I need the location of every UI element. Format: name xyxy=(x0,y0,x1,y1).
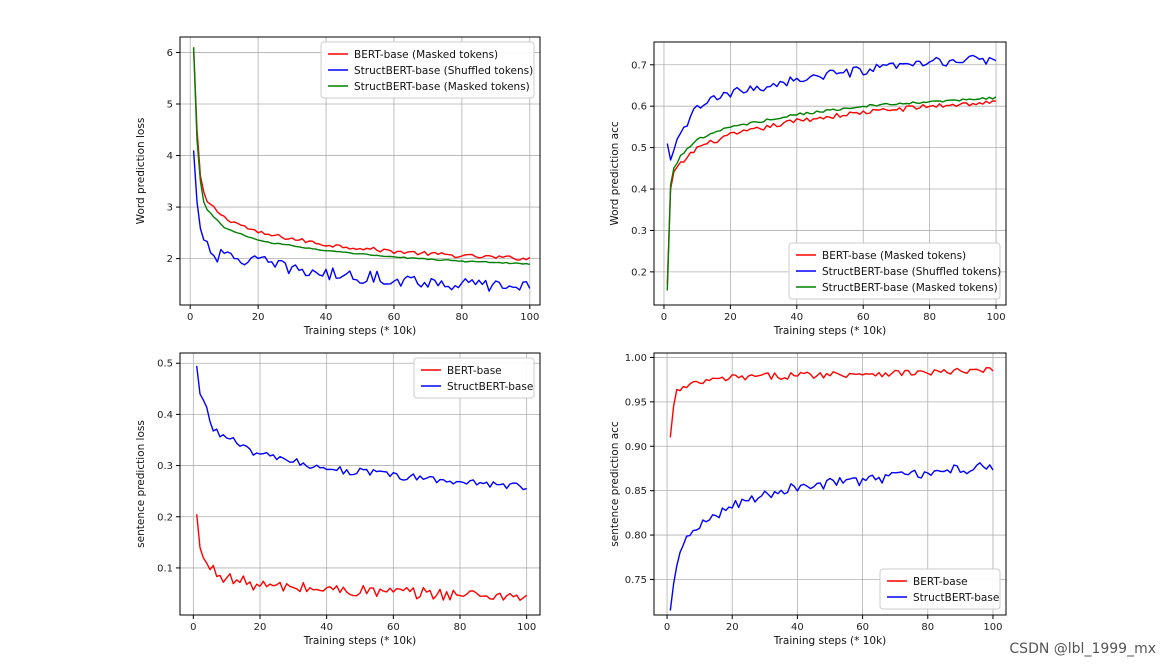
legend-box xyxy=(320,41,535,99)
chart-word-acc: 0 20 40 60 80 100 0.2 0.3 0.4 0.5 0.6 0.7 Training s… xyxy=(609,41,1007,337)
series-line-2 xyxy=(192,150,531,292)
legend: BERT-base StructBERT-base xyxy=(879,568,1001,610)
x-tick-label: 40 xyxy=(320,622,333,633)
legend-label: StructBERT-base (Shuffled tokens) xyxy=(822,266,1001,278)
y-tick-label: 5 xyxy=(167,100,173,111)
x-tick-label: 80 xyxy=(921,622,934,633)
legend-box xyxy=(879,568,1001,610)
y-axis-label: sentence prediction loss xyxy=(135,420,147,548)
y-tick-label: 3 xyxy=(167,203,173,214)
legend-box xyxy=(413,357,535,399)
legend-label: BERT-base (Masked tokens) xyxy=(822,250,966,262)
chart-sent-loss: 0 20 40 60 80 100 0.1 0.2 0.3 0.4 0.5 Training step… xyxy=(135,352,541,647)
y-tick-label: 0.1 xyxy=(157,563,173,574)
x-tick-label: 20 xyxy=(254,622,267,633)
x-tick-label: 80 xyxy=(923,312,936,323)
watermark-text: CSDN @lbl_1999_mx xyxy=(1009,641,1156,657)
x-tick-label: 100 xyxy=(517,622,536,633)
x-tick-label: 60 xyxy=(387,622,400,633)
series-line-2 xyxy=(669,462,994,611)
x-tick-label: 80 xyxy=(454,622,467,633)
y-tick-label: 6 xyxy=(167,48,173,59)
y-tick-label: 0.95 xyxy=(625,397,647,408)
x-tick-label: 0 xyxy=(190,622,196,633)
series-line-1 xyxy=(669,367,994,438)
chart-word-loss: 0 20 40 60 80 100 2 3 4 5 6 Training steps (* 10k) W… xyxy=(135,36,541,337)
legend-label: StructBERT-base (Shuffled tokens) xyxy=(354,65,533,77)
x-tick-label: 20 xyxy=(252,312,265,323)
y-tick-label: 0.85 xyxy=(625,486,647,497)
legend-label: BERT-base xyxy=(913,576,968,588)
axes-frame xyxy=(179,36,541,306)
x-axis-label: Training steps (* 10k) xyxy=(303,325,417,337)
y-tick-label: 0.3 xyxy=(631,226,647,237)
legend-box xyxy=(788,242,1001,300)
y-tick-label: 1.00 xyxy=(625,353,647,364)
y-axis-label: Word prediction acc xyxy=(609,121,621,226)
legend-label: BERT-base (Masked tokens) xyxy=(354,49,498,61)
x-tick-label: 0 xyxy=(661,312,667,323)
y-tick-label: 0.4 xyxy=(157,410,173,421)
legend: BERT-base (Masked tokens) StructBERT-base… xyxy=(320,41,535,99)
axes-frame xyxy=(653,41,1007,306)
legend: BERT-base StructBERT-base xyxy=(413,357,535,399)
series-line-1 xyxy=(196,514,528,601)
series-line-3 xyxy=(666,96,997,291)
y-tick-label: 0.3 xyxy=(157,461,173,472)
axes-frame xyxy=(179,352,541,616)
y-tick-label: 0.2 xyxy=(631,267,647,278)
x-tick-label: 60 xyxy=(856,622,869,633)
series-line-1 xyxy=(192,47,531,261)
y-tick-label: 2 xyxy=(167,254,173,265)
x-tick-label: 20 xyxy=(726,622,739,633)
y-tick-label: 0.2 xyxy=(157,512,173,523)
x-tick-label: 100 xyxy=(520,312,539,323)
legend: BERT-base (Masked tokens) StructBERT-base… xyxy=(788,242,1001,300)
series-line-3 xyxy=(192,47,530,266)
x-tick-label: 20 xyxy=(724,312,737,323)
x-tick-label: 40 xyxy=(791,622,804,633)
chart-sent-acc: 0 20 40 60 80 100 0.75 0.80 0.85 0.90 0.95 1.00 Trai… xyxy=(609,352,1007,647)
x-axis-label: Training steps (* 10k) xyxy=(773,635,887,647)
y-tick-label: 0.4 xyxy=(631,185,647,196)
x-tick-label: 60 xyxy=(388,312,401,323)
y-tick-label: 4 xyxy=(167,151,173,162)
series-line-1 xyxy=(666,100,997,285)
x-tick-label: 40 xyxy=(790,312,803,323)
x-tick-label: 100 xyxy=(986,312,1005,323)
y-axis-label: Word prediction loss xyxy=(135,118,147,225)
x-tick-label: 80 xyxy=(456,312,469,323)
y-tick-label: 0.7 xyxy=(631,60,647,71)
y-tick-label: 0.5 xyxy=(631,143,647,154)
y-tick-label: 0.80 xyxy=(625,531,647,542)
axes-frame xyxy=(653,352,1007,616)
x-tick-label: 0 xyxy=(187,312,193,323)
x-tick-label: 40 xyxy=(320,312,333,323)
legend-label: StructBERT-base xyxy=(913,592,999,604)
series-line-2 xyxy=(196,365,527,491)
x-axis-label: Training steps (* 10k) xyxy=(773,325,887,337)
x-tick-label: 60 xyxy=(857,312,870,323)
legend-label: StructBERT-base (Masked tokens) xyxy=(822,282,998,294)
y-tick-label: 0.5 xyxy=(157,359,173,370)
legend-label: StructBERT-base (Masked tokens) xyxy=(354,81,530,93)
x-axis-label: Training steps (* 10k) xyxy=(303,635,417,647)
x-tick-label: 0 xyxy=(664,622,670,633)
series-line-2 xyxy=(666,54,997,161)
legend-label: StructBERT-base xyxy=(447,381,533,393)
y-tick-label: 0.75 xyxy=(625,575,647,586)
y-tick-label: 0.90 xyxy=(625,442,647,453)
y-tick-label: 0.6 xyxy=(631,102,647,113)
y-axis-label: sentence prediction acc xyxy=(609,421,621,547)
legend-label: BERT-base xyxy=(447,365,502,377)
x-tick-label: 100 xyxy=(983,622,1002,633)
